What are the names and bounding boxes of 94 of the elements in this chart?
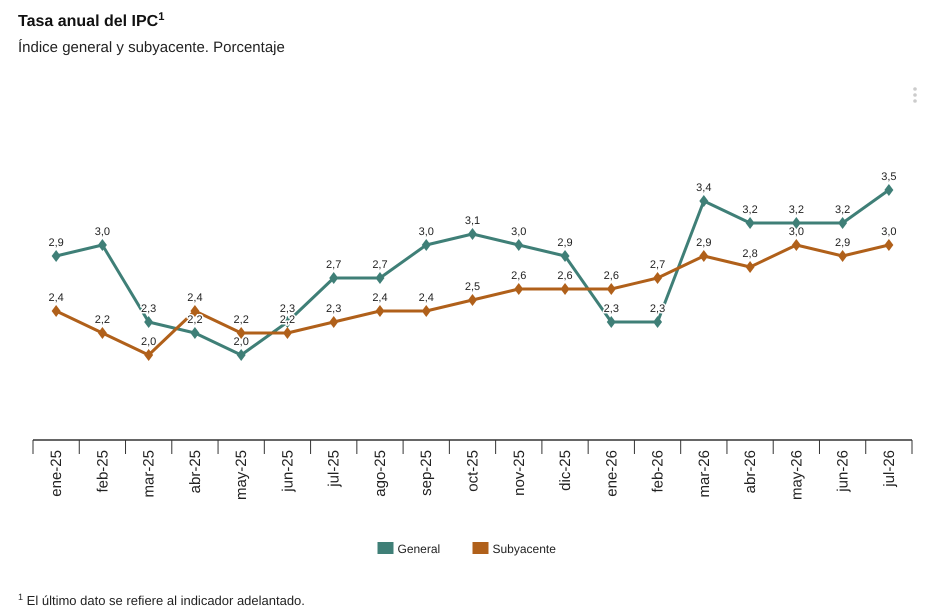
data-label: 2,3 bbox=[604, 303, 619, 315]
point bbox=[606, 283, 616, 295]
point bbox=[144, 316, 154, 328]
point bbox=[52, 305, 61, 317]
data-label: 2,2 bbox=[187, 314, 203, 326]
point bbox=[884, 184, 894, 196]
data-label: 2,6 bbox=[557, 270, 573, 282]
point bbox=[514, 239, 524, 251]
data-label: 2,9 bbox=[48, 237, 64, 249]
x-tick-label: ene-25 bbox=[48, 450, 66, 497]
data-label: 2,2 bbox=[94, 314, 110, 326]
data-label: 2,3 bbox=[326, 303, 342, 315]
data-label: 2,9 bbox=[834, 237, 850, 249]
data-label: 2,0 bbox=[234, 336, 249, 348]
x-tick-label: sep-25 bbox=[418, 450, 436, 496]
data-label: 2,4 bbox=[48, 292, 64, 304]
point bbox=[468, 294, 477, 306]
x-tick-label: dic-25 bbox=[557, 450, 574, 491]
x-tick-label: ene-26 bbox=[603, 450, 620, 497]
data-label: 2,3 bbox=[280, 303, 296, 315]
data-label: 3,2 bbox=[788, 204, 804, 216]
x-tick-label: feb-26 bbox=[650, 450, 667, 493]
point bbox=[329, 316, 338, 328]
data-label: 2,5 bbox=[464, 281, 480, 293]
data-label: 2,7 bbox=[326, 259, 342, 271]
legend-label: General bbox=[398, 542, 440, 556]
data-label: 3,0 bbox=[94, 226, 110, 238]
point bbox=[653, 272, 662, 284]
point bbox=[838, 250, 848, 262]
point bbox=[236, 349, 246, 361]
point bbox=[375, 272, 384, 284]
point bbox=[838, 217, 848, 229]
point bbox=[375, 305, 384, 317]
x-tick-label: mar-26 bbox=[696, 450, 713, 498]
x-tick-label: mar-25 bbox=[140, 450, 158, 498]
data-label: 2,2 bbox=[234, 314, 249, 326]
point bbox=[282, 327, 292, 339]
data-label: 2,4 bbox=[372, 292, 388, 304]
point bbox=[606, 316, 616, 328]
data-label: 2,4 bbox=[187, 292, 203, 304]
data-label: 3,0 bbox=[881, 226, 897, 238]
data-label: 2,8 bbox=[742, 248, 758, 260]
legend-label: Subyacente bbox=[492, 542, 556, 556]
data-label: 2,6 bbox=[604, 270, 619, 282]
chart-title: Tasa anual del IPC$^{1}$ bbox=[18, 11, 164, 30]
point bbox=[329, 272, 338, 284]
x-tick-label: jun-25 bbox=[279, 450, 296, 493]
point bbox=[422, 239, 431, 251]
data-label: 3,2 bbox=[742, 204, 758, 216]
point bbox=[52, 250, 61, 262]
x-tick-label: jun-26 bbox=[834, 450, 852, 493]
data-label: 2,9 bbox=[557, 237, 573, 249]
point bbox=[699, 195, 708, 207]
x-tick-label: abr-25 bbox=[186, 450, 204, 494]
data-label: 2,0 bbox=[141, 336, 156, 348]
data-label: 2,3 bbox=[141, 303, 156, 315]
point bbox=[746, 261, 755, 273]
x-tick-label: oct-25 bbox=[464, 450, 482, 492]
x-tick-label: nov-25 bbox=[510, 450, 528, 496]
data-label: 2,4 bbox=[418, 292, 434, 304]
data-label: 2,9 bbox=[696, 237, 712, 249]
data-label: 3,0 bbox=[788, 226, 804, 238]
point bbox=[98, 239, 107, 251]
text: $^{1}$ El último dato se refiere al indicador adelantado. bbox=[18, 592, 305, 608]
point bbox=[98, 327, 107, 339]
data-label: 3,1 bbox=[464, 215, 480, 227]
point bbox=[514, 283, 524, 295]
data-label: 3,5 bbox=[881, 171, 897, 183]
x-tick-label: may-25 bbox=[233, 450, 250, 500]
data-label: 2,7 bbox=[372, 259, 388, 271]
data-label: 3,0 bbox=[418, 226, 434, 238]
point bbox=[653, 316, 662, 328]
x-tick-label: feb-25 bbox=[94, 450, 112, 493]
data-label: 2,7 bbox=[650, 259, 666, 271]
x-tick-label: may-26 bbox=[788, 450, 806, 500]
data-label: 3,4 bbox=[696, 182, 712, 194]
point bbox=[560, 283, 570, 295]
x-tick-label: ago-25 bbox=[372, 450, 389, 497]
point bbox=[144, 349, 154, 361]
data-label: 3,2 bbox=[834, 204, 850, 216]
point bbox=[422, 305, 431, 317]
point bbox=[468, 228, 477, 240]
data-label: 2,6 bbox=[511, 270, 526, 282]
chart-subtitle: Índice general y subyacente. Porcentaje bbox=[18, 38, 285, 56]
x-tick-label: abr-26 bbox=[742, 450, 760, 494]
point bbox=[746, 217, 755, 229]
point bbox=[699, 250, 708, 262]
x-tick-label: jul-25 bbox=[326, 450, 343, 488]
x-tick-label: jul-26 bbox=[880, 450, 898, 488]
point bbox=[560, 250, 570, 262]
point bbox=[190, 327, 200, 339]
point bbox=[884, 239, 894, 251]
point bbox=[792, 239, 801, 251]
data-label: 3,0 bbox=[511, 226, 526, 238]
